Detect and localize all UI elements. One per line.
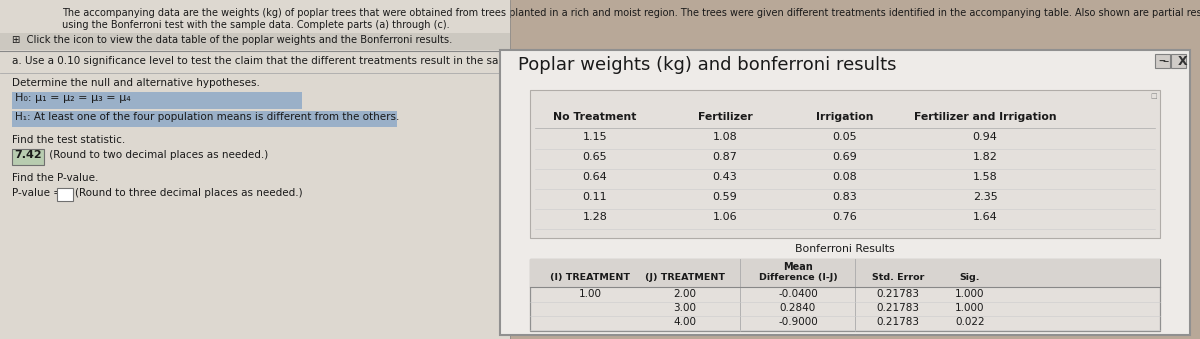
- Text: -0.9000: -0.9000: [778, 317, 818, 327]
- Text: 0.43: 0.43: [713, 172, 737, 182]
- Text: 3.00: 3.00: [673, 303, 696, 313]
- Text: 0.21783: 0.21783: [876, 289, 919, 299]
- Text: 1.06: 1.06: [713, 212, 737, 222]
- Bar: [58, 188, 73, 201]
- Bar: [12, 92, 302, 109]
- Bar: [500, 50, 1190, 335]
- Text: 0.64: 0.64: [583, 172, 607, 182]
- Text: 0.59: 0.59: [713, 192, 737, 202]
- Text: a. Use a 0.10 significance level to test the claim that the different treatments: a. Use a 0.10 significance level to test…: [12, 56, 589, 66]
- Text: 1.58: 1.58: [973, 172, 997, 182]
- Text: 4.00: 4.00: [673, 317, 696, 327]
- Bar: [530, 259, 1160, 331]
- Text: using the Bonferroni test with the sample data. Complete parts (a) through (c).: using the Bonferroni test with the sampl…: [62, 20, 450, 30]
- Text: 0.94: 0.94: [972, 132, 997, 142]
- Text: Find the P-value.: Find the P-value.: [12, 173, 98, 183]
- Text: –: –: [1158, 55, 1165, 69]
- Text: H₀: μ₁ = μ₂ = μ₃ = μ₄: H₀: μ₁ = μ₂ = μ₃ = μ₄: [14, 93, 131, 103]
- Bar: [530, 90, 1160, 238]
- Text: 1.64: 1.64: [973, 212, 997, 222]
- Text: Irrigation: Irrigation: [816, 112, 874, 122]
- Text: Determine the null and alternative hypotheses.: Determine the null and alternative hypot…: [12, 78, 260, 88]
- Text: 2.00: 2.00: [673, 289, 696, 299]
- Text: (J) TREATMENT: (J) TREATMENT: [646, 273, 725, 282]
- Text: Std. Error: Std. Error: [872, 273, 924, 282]
- Text: H₁: At least one of the four population means is different from the others.: H₁: At least one of the four population …: [14, 112, 400, 122]
- Text: Difference (I-J): Difference (I-J): [758, 273, 838, 282]
- Text: 0.022: 0.022: [955, 317, 985, 327]
- Text: 2.35: 2.35: [973, 192, 997, 202]
- Bar: [12, 149, 44, 165]
- Text: Bonferroni Results: Bonferroni Results: [796, 244, 895, 254]
- Text: 0.87: 0.87: [713, 152, 738, 162]
- Bar: [1171, 54, 1186, 68]
- Text: 0.69: 0.69: [833, 152, 857, 162]
- Text: 1.000: 1.000: [955, 289, 985, 299]
- Text: 1.08: 1.08: [713, 132, 737, 142]
- Text: 0.21783: 0.21783: [876, 317, 919, 327]
- Text: 7.42: 7.42: [14, 150, 42, 160]
- Text: 1.15: 1.15: [583, 132, 607, 142]
- Text: 1.00: 1.00: [578, 289, 601, 299]
- Bar: [12, 111, 397, 127]
- Text: ⊞  Click the icon to view the data table of the poplar weights and the Bonferron: ⊞ Click the icon to view the data table …: [12, 35, 452, 45]
- Text: (Round to two decimal places as needed.): (Round to two decimal places as needed.): [46, 150, 269, 160]
- Text: Find the test statistic.: Find the test statistic.: [12, 135, 125, 145]
- Text: The accompanying data are the weights (kg) of poplar trees that were obtained fr: The accompanying data are the weights (k…: [62, 8, 1200, 18]
- Text: –: –: [1162, 55, 1169, 68]
- Text: Fertilizer and Irrigation: Fertilizer and Irrigation: [913, 112, 1056, 122]
- Text: 0.83: 0.83: [833, 192, 857, 202]
- Text: No Treatment: No Treatment: [553, 112, 637, 122]
- Text: 1.000: 1.000: [955, 303, 985, 313]
- Text: 0.21783: 0.21783: [876, 303, 919, 313]
- Text: Mean: Mean: [784, 262, 812, 272]
- Bar: [1154, 54, 1170, 68]
- Text: 1.82: 1.82: [972, 152, 997, 162]
- Text: Sig.: Sig.: [960, 273, 980, 282]
- Text: Poplar weights (kg) and bonferroni results: Poplar weights (kg) and bonferroni resul…: [518, 56, 896, 74]
- Text: -0.0400: -0.0400: [778, 289, 818, 299]
- Text: 0.11: 0.11: [583, 192, 607, 202]
- Text: (I) TREATMENT: (I) TREATMENT: [550, 273, 630, 282]
- Bar: [530, 259, 1160, 287]
- Text: P-value =: P-value =: [12, 188, 65, 198]
- Bar: [0, 0, 510, 339]
- Bar: [0, 33, 510, 50]
- Text: □: □: [1150, 93, 1157, 99]
- Text: 0.76: 0.76: [833, 212, 857, 222]
- Text: 0.08: 0.08: [833, 172, 857, 182]
- Text: X: X: [1178, 55, 1188, 68]
- Text: 0.05: 0.05: [833, 132, 857, 142]
- Text: 0.65: 0.65: [583, 152, 607, 162]
- Text: 1.28: 1.28: [582, 212, 607, 222]
- Text: 0.2840: 0.2840: [780, 303, 816, 313]
- Text: (Round to three decimal places as needed.): (Round to three decimal places as needed…: [74, 188, 302, 198]
- Text: Fertilizer: Fertilizer: [697, 112, 752, 122]
